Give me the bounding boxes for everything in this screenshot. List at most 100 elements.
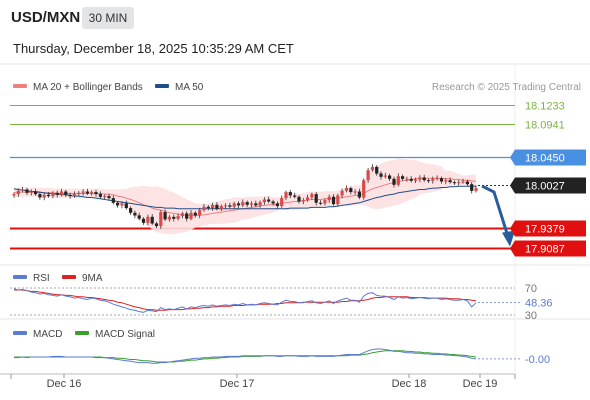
candle-body bbox=[405, 178, 409, 180]
candle-body bbox=[59, 191, 64, 195]
candle-body bbox=[401, 176, 405, 179]
candle-body bbox=[16, 190, 20, 195]
rsi-ref-label-0: 70 bbox=[525, 283, 537, 295]
candle-body bbox=[375, 166, 379, 174]
legend-label-macd: MACD bbox=[33, 329, 62, 340]
candle-body bbox=[388, 175, 392, 179]
candle-body bbox=[198, 210, 202, 216]
rsi-ref-label-1: 30 bbox=[525, 310, 537, 322]
support-label-4: 17.9379 bbox=[525, 224, 565, 236]
candle-body bbox=[448, 180, 452, 183]
candle-body bbox=[211, 204, 215, 209]
candle-body bbox=[219, 206, 223, 209]
candle-body bbox=[185, 213, 189, 219]
candle-body bbox=[245, 202, 249, 205]
candle-body bbox=[284, 192, 288, 199]
candle-body bbox=[409, 178, 413, 181]
candle-body bbox=[51, 192, 55, 197]
candle-body bbox=[310, 194, 314, 198]
candle-body bbox=[55, 192, 59, 195]
forecast-arrow-head bbox=[502, 230, 515, 247]
candle-body bbox=[357, 191, 361, 198]
macd-panel: -0.00 bbox=[14, 348, 550, 366]
legend-label-rsi: RSI bbox=[33, 273, 50, 284]
legend-label-9ma: 9MA bbox=[82, 273, 103, 284]
price-levels bbox=[10, 105, 515, 250]
legend-swatch-ma50 bbox=[155, 84, 169, 88]
candle-body bbox=[379, 173, 383, 177]
candle-body bbox=[331, 196, 336, 205]
candle-body bbox=[141, 218, 146, 223]
candle-body bbox=[396, 176, 400, 185]
candle-body bbox=[34, 191, 38, 195]
candle-body bbox=[189, 212, 193, 219]
rsi-legend: RSI 9MA bbox=[13, 273, 103, 284]
candle-body bbox=[314, 194, 318, 203]
candle-body bbox=[180, 213, 184, 217]
price-legend: MA 20 + Bollinger Bands MA 50 bbox=[13, 82, 204, 93]
candle-body bbox=[452, 182, 456, 184]
resistance-label-1: 18.0941 bbox=[525, 120, 565, 132]
resistance-label-0: 18.1233 bbox=[525, 101, 565, 113]
candle-body bbox=[344, 188, 349, 191]
candle-body bbox=[25, 189, 29, 193]
candle-body bbox=[418, 177, 422, 180]
candle-body bbox=[426, 180, 431, 182]
candle-body bbox=[206, 206, 210, 209]
candle-body bbox=[362, 180, 366, 198]
x-tick-label-0: Dec 16 bbox=[47, 378, 82, 390]
candle-body bbox=[193, 212, 197, 216]
legend-swatch-ma20 bbox=[13, 84, 27, 88]
candle-body bbox=[241, 202, 245, 206]
candle-body bbox=[288, 192, 292, 196]
candle-body bbox=[215, 204, 219, 209]
candle-body bbox=[392, 178, 396, 185]
x-tick-label-2: Dec 18 bbox=[392, 378, 427, 390]
timeframe-button[interactable]: 30 MIN bbox=[82, 7, 134, 29]
candle-body bbox=[116, 202, 120, 206]
pivot-tag bbox=[510, 149, 586, 166]
candle-body bbox=[111, 198, 115, 203]
candle-body bbox=[271, 201, 275, 204]
candle-body bbox=[340, 190, 344, 196]
candle-body bbox=[12, 194, 16, 196]
candle-body bbox=[439, 178, 444, 182]
candle-body bbox=[323, 200, 327, 204]
macd-legend: MACD MACD Signal bbox=[13, 329, 155, 340]
candle-body bbox=[349, 188, 353, 193]
candle-body bbox=[470, 184, 474, 191]
x-tick-label-1: Dec 17 bbox=[220, 378, 255, 390]
candle-body bbox=[133, 212, 137, 216]
candle-body bbox=[124, 203, 128, 209]
forecast-arrow bbox=[481, 184, 515, 247]
rsi-line bbox=[13, 288, 477, 313]
candle-body bbox=[42, 194, 46, 198]
candle-body bbox=[262, 199, 266, 203]
candle-body bbox=[306, 197, 310, 201]
x-axis: Dec 16 Dec 17 Dec 18 Dec 19 bbox=[10, 374, 516, 390]
support-tag-4 bbox=[510, 220, 586, 237]
candle-body bbox=[465, 181, 469, 185]
candle-body bbox=[120, 203, 124, 206]
rsi-last-value: 48.36 bbox=[525, 298, 553, 310]
legend-label-ma50: MA 50 bbox=[175, 82, 204, 93]
chart-header: USD/MXN 30 MIN Thursday, December 18, 20… bbox=[0, 0, 590, 64]
legend-label-macd-signal: MACD Signal bbox=[95, 329, 155, 340]
candle-body bbox=[129, 208, 133, 213]
candle-body bbox=[172, 216, 176, 219]
candle-body bbox=[435, 178, 439, 180]
candle-body bbox=[146, 216, 150, 223]
candle-body bbox=[457, 182, 461, 184]
candle-body bbox=[366, 170, 370, 181]
support-label-5: 17.9087 bbox=[525, 244, 565, 256]
candle-body bbox=[167, 216, 171, 220]
candle-body bbox=[72, 194, 76, 197]
candle-body bbox=[275, 203, 279, 207]
candle-body bbox=[336, 195, 340, 205]
candle-body bbox=[137, 215, 141, 219]
candles bbox=[12, 164, 478, 229]
legend-label-ma20: MA 20 + Bollinger Bands bbox=[33, 82, 143, 93]
candle-body bbox=[301, 200, 305, 202]
candle-body bbox=[103, 196, 107, 198]
candle-body bbox=[64, 191, 68, 195]
